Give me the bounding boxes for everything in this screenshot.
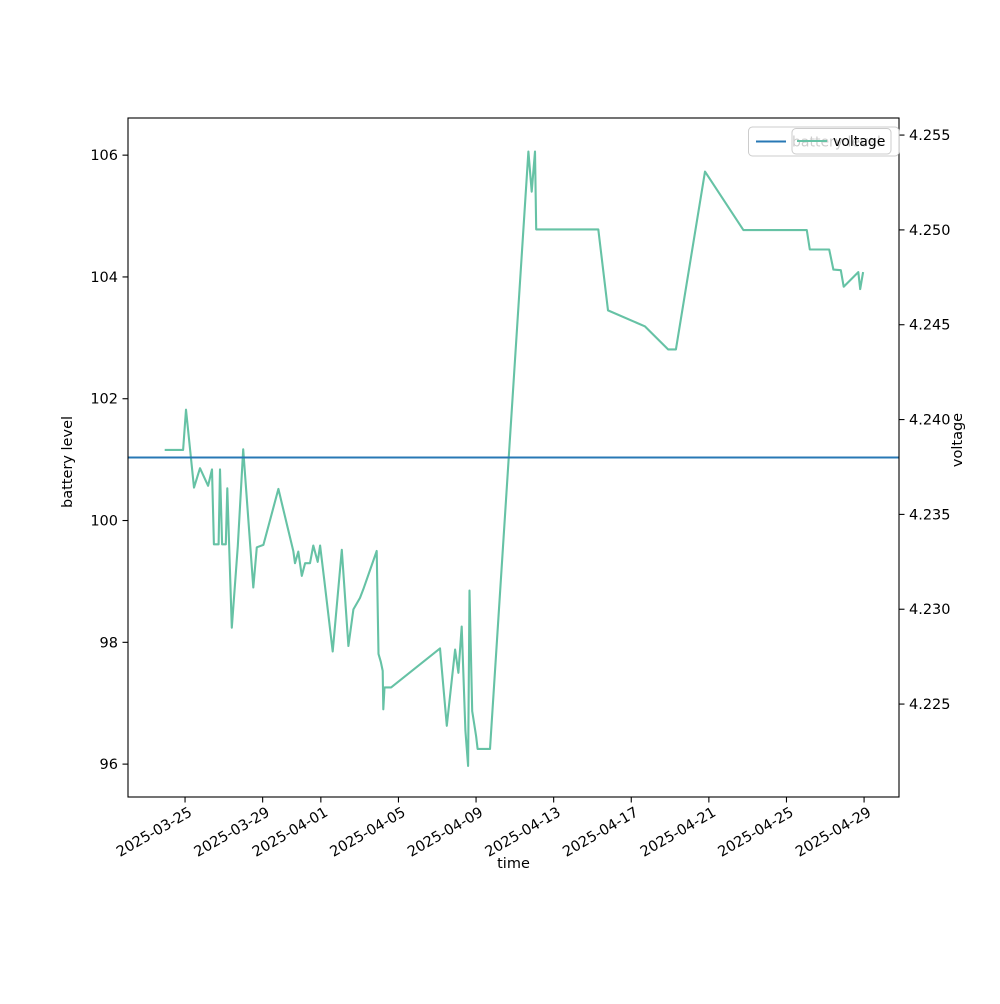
- battery-level-line: [164, 150, 865, 767]
- y-left-tick-label: 106: [90, 148, 118, 164]
- y-right-tick-label: 4.230: [909, 602, 951, 618]
- y-right-tick-label: 4.255: [909, 128, 951, 144]
- y-left-tick-label: 102: [90, 392, 118, 408]
- x-tick-label: 2025-04-05: [327, 805, 408, 861]
- x-tick-label: 2025-04-13: [483, 805, 564, 861]
- axes-box: [127, 117, 900, 798]
- x-tick-label: 2025-04-17: [560, 805, 641, 861]
- x-tick-label: 2025-03-25: [114, 805, 195, 861]
- x-tick-label: 2025-04-21: [638, 805, 719, 861]
- x-tick-label: 2025-04-09: [405, 805, 486, 861]
- y-left-tick-label: 96: [100, 757, 118, 773]
- y-right-tick-label: 4.250: [909, 223, 951, 239]
- y-left-tick-label: 98: [100, 635, 118, 651]
- y-left-tick-label: 104: [90, 270, 118, 286]
- y-right-tick-label: 4.235: [909, 507, 951, 523]
- y-right-tick-label: 4.240: [909, 413, 951, 429]
- y-right-tick-label: 4.225: [909, 697, 951, 713]
- x-tick-label: 2025-04-25: [715, 805, 796, 861]
- y-left-axis-label: battery level: [60, 416, 76, 508]
- y-left-tick-label: 100: [90, 514, 118, 530]
- y-right-tick-label: 4.245: [909, 318, 951, 334]
- y-right-axis-label: voltage: [950, 413, 966, 467]
- x-axis-label: time: [497, 856, 530, 872]
- legend-label-front: voltage: [833, 134, 885, 150]
- legend-box-front: [791, 128, 892, 155]
- x-tick-label: 2025-04-29: [793, 805, 874, 861]
